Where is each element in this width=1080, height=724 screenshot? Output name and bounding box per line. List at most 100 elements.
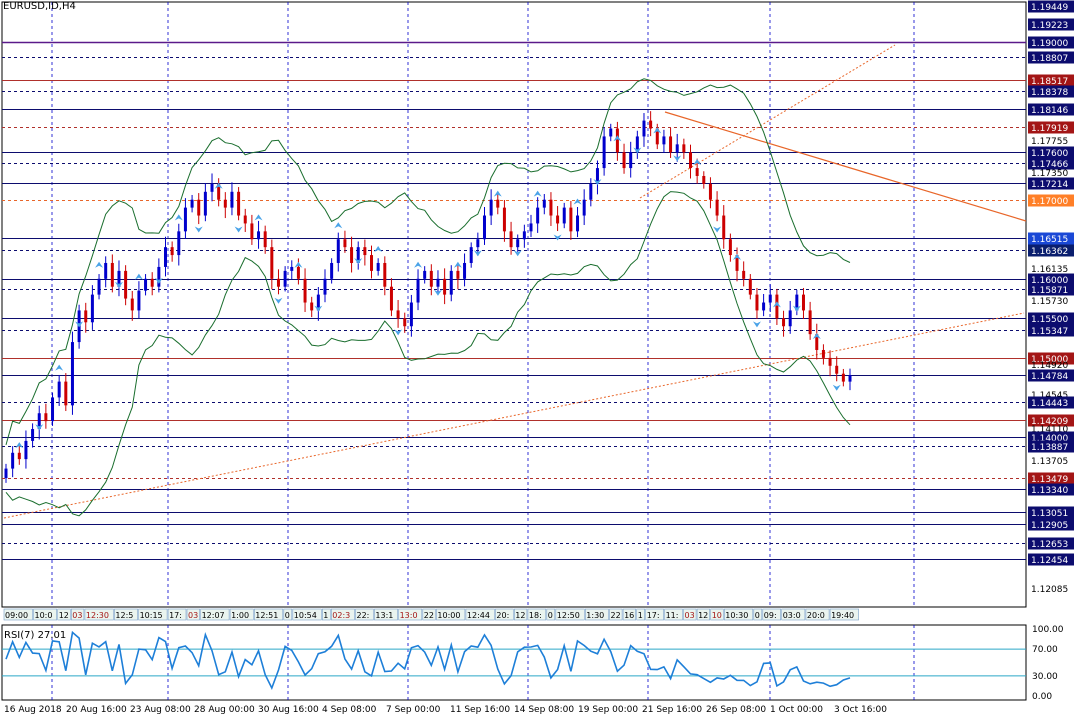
x-axis-date-label: 26 Sep 08:00: [706, 705, 766, 715]
price-level-label: 1.17919: [1031, 124, 1068, 134]
price-label-box: [1028, 36, 1074, 49]
price-label-box: [1028, 518, 1074, 531]
session-label: 03: [188, 611, 198, 620]
session-label-box: [84, 608, 114, 621]
fractal-up-arrow: [294, 261, 303, 268]
session-label-box: [330, 608, 355, 621]
session-label-box: [229, 608, 254, 621]
session-label-box: [398, 608, 423, 621]
fractal-down-arrow: [35, 424, 44, 431]
session-label: 22:: [357, 611, 370, 620]
fractal-up-arrow: [134, 273, 143, 280]
candle-body: [576, 215, 580, 232]
rsi-line: [5, 630, 851, 691]
fractal-up-arrow: [812, 332, 821, 339]
candle-body: [742, 270, 746, 279]
candle-body: [403, 318, 407, 327]
candle-body: [429, 270, 433, 287]
session-label: 03: [72, 611, 82, 620]
candle-body: [542, 199, 546, 208]
rsi-axis-tick: 0.00: [1032, 692, 1052, 702]
session-label: 12:30: [86, 611, 109, 620]
price-label-box: [1028, 146, 1074, 159]
session-label: 12:07: [202, 611, 225, 620]
price-level-label: 1.12454: [1031, 556, 1068, 566]
session-label: 10:00: [437, 611, 460, 620]
session-label-box: [513, 608, 528, 621]
session-label-box: [781, 608, 806, 621]
session-label-box: [200, 608, 230, 621]
candle-body: [815, 334, 819, 350]
candle-body: [177, 231, 181, 256]
candle-body: [330, 262, 334, 279]
session-label: 18:: [529, 611, 542, 620]
candle-body: [482, 215, 486, 240]
candle-body: [296, 266, 300, 279]
session-label-box: [465, 608, 495, 621]
candle-body: [609, 128, 613, 137]
candle-body: [237, 191, 241, 216]
session-label-box: [283, 608, 293, 621]
session-label: 12:50: [557, 611, 580, 620]
fractal-down-arrow: [553, 234, 562, 241]
price-level-label: 1.13340: [1031, 486, 1068, 496]
session-label: 10:0: [35, 611, 53, 620]
candle-body: [821, 349, 825, 358]
candle-body: [183, 207, 187, 232]
fractal-up-arrow: [613, 135, 622, 142]
candle-body: [257, 231, 261, 240]
candle-body: [170, 247, 174, 256]
session-label: 1: [323, 611, 328, 620]
candle-body: [476, 239, 480, 248]
price-level-label: 1.15000: [1031, 355, 1068, 365]
price-axis-tick: 1.16135: [1031, 265, 1068, 275]
candle-body: [90, 294, 94, 323]
candle-body: [556, 215, 560, 224]
candle-body: [17, 452, 21, 460]
session-label: 0: [548, 611, 553, 620]
candle-body: [423, 270, 427, 279]
session-label-box: [527, 608, 547, 621]
session-label: 12: [698, 611, 708, 620]
rsi-label: RSI(7) 27.01: [4, 630, 67, 641]
price-label-box: [1028, 324, 1074, 337]
price-axis-tick: 1.12085: [1031, 585, 1068, 595]
session-label-box: [321, 608, 331, 621]
candle-body: [469, 247, 473, 263]
session-label: 22: [424, 611, 434, 620]
candle-body: [615, 128, 619, 153]
price-axis-tick: 1.14545: [1031, 391, 1068, 401]
fractal-up-arrow: [214, 182, 223, 189]
fractal-down-arrow: [314, 305, 323, 312]
fractal-up-arrow: [733, 253, 742, 260]
session-label: 1:30: [586, 611, 604, 620]
session-label-box: [138, 608, 168, 621]
price-level-label: 1.16362: [1031, 247, 1068, 257]
session-label: 12: [515, 611, 525, 620]
candle-body: [509, 231, 513, 248]
candle-body: [290, 266, 294, 271]
candle-body: [522, 231, 526, 240]
session-label: 17:: [647, 611, 660, 620]
candle-body: [841, 373, 845, 382]
candle-body: [808, 310, 812, 335]
session-label-box: [186, 608, 200, 621]
price-label-box: [1028, 369, 1074, 382]
price-level-label: 1.18146: [1031, 106, 1068, 116]
candle-body: [795, 294, 799, 311]
rsi-axis-tick: 30.00: [1032, 672, 1058, 682]
candle-body: [150, 278, 154, 287]
session-label: 10: [712, 611, 722, 620]
candle-body: [549, 199, 553, 216]
candle-body: [137, 290, 141, 311]
session-label: 1: [638, 611, 643, 620]
candle-body: [582, 199, 586, 216]
session-label-box: [696, 608, 710, 621]
candle-body: [70, 342, 74, 406]
price-level-label: 1.19449: [1031, 3, 1068, 13]
price-level-label: 1.17214: [1031, 180, 1068, 190]
session-label-box: [71, 608, 85, 621]
session-label: 12: [59, 611, 69, 620]
x-axis-date-label: 3 Oct 16:00: [834, 705, 887, 715]
